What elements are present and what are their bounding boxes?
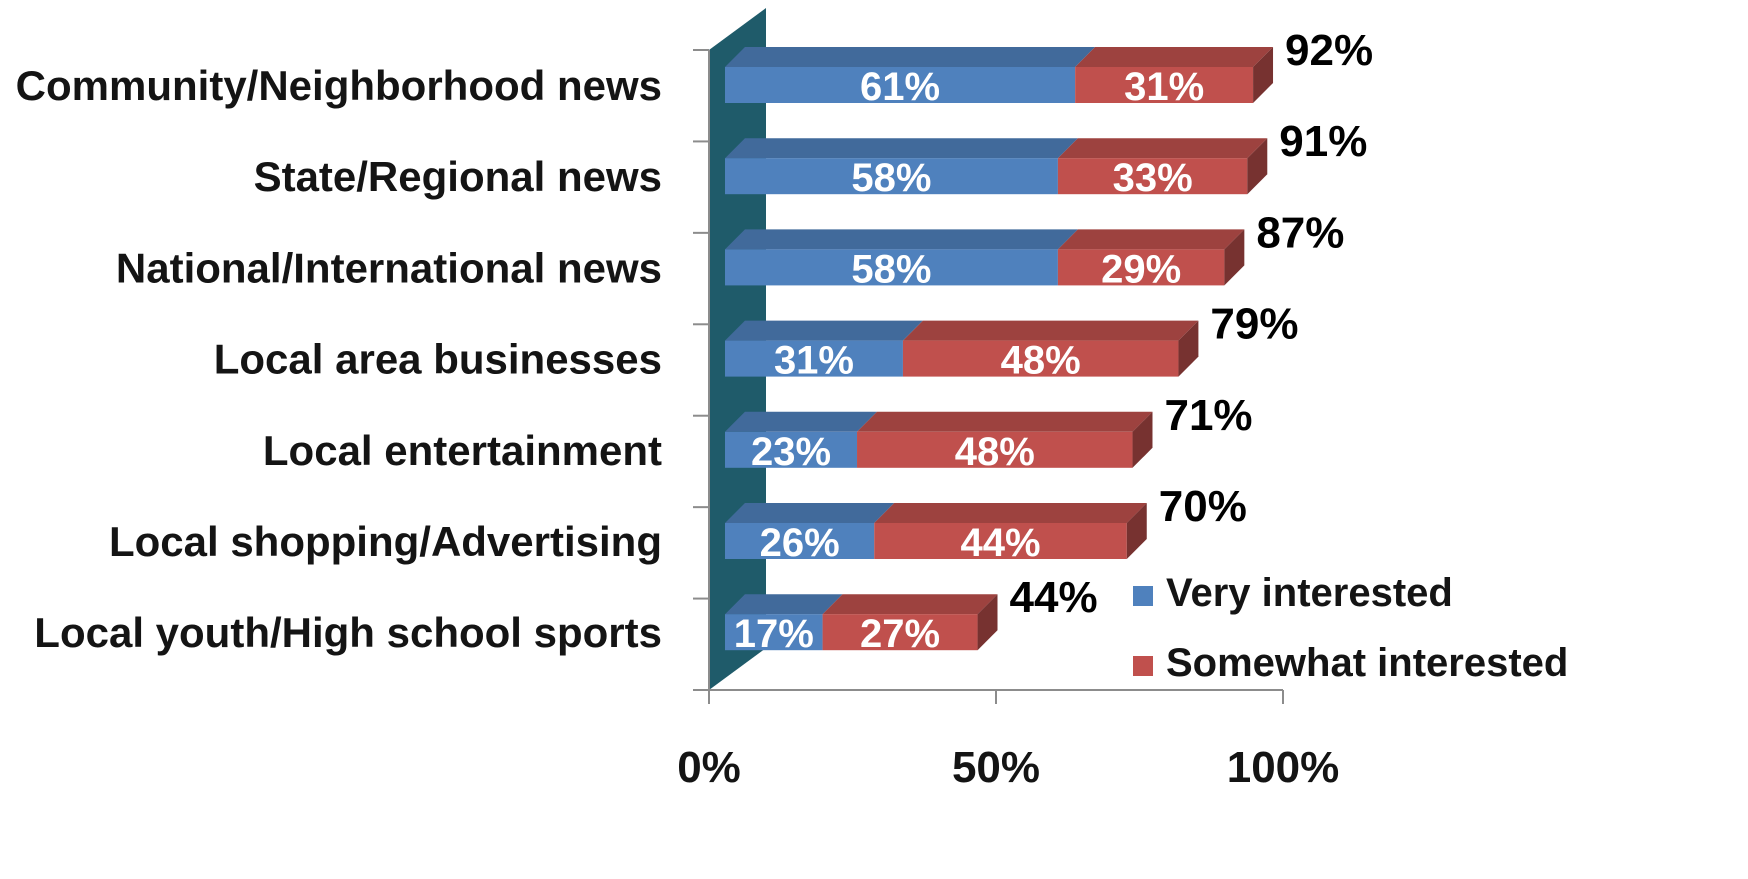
- data-label: 31%: [774, 339, 854, 383]
- data-label: 48%: [955, 430, 1035, 474]
- data-label: 33%: [1113, 156, 1193, 200]
- total-label: 79%: [1210, 300, 1298, 349]
- data-label: 29%: [1101, 247, 1181, 291]
- bar-group: 26% 44% 70%: [725, 482, 1247, 565]
- bar-segment: [725, 249, 1058, 286]
- bar-end-face: [1126, 503, 1147, 559]
- legend-swatch: [1133, 656, 1153, 676]
- total-label: 87%: [1256, 208, 1344, 257]
- bar-top-face: [857, 411, 1153, 432]
- bar-top-face: [725, 229, 1078, 250]
- bar-top-face: [725, 503, 895, 523]
- total-label: 44%: [1010, 573, 1098, 622]
- category-label: Local youth/High school sports: [34, 609, 662, 656]
- bar-segment: [857, 431, 1133, 468]
- bar-end-face: [1132, 411, 1153, 468]
- data-label: 26%: [760, 521, 840, 565]
- data-label: 58%: [851, 156, 931, 200]
- data-label: 61%: [860, 65, 940, 109]
- x-tick-label: 50%: [952, 743, 1040, 792]
- category-label: Local area businesses: [214, 336, 662, 383]
- bar-top-face: [1075, 47, 1274, 67]
- bar-segment: [725, 431, 858, 468]
- category-label: Local shopping/Advertising: [109, 518, 662, 565]
- bar-top-face: [725, 594, 843, 615]
- data-label: 17%: [734, 612, 814, 656]
- bar-top-face: [1057, 138, 1268, 159]
- bar-group: 17% 27% 44%: [725, 573, 1098, 656]
- bar-end-face: [1247, 138, 1268, 195]
- bar-group: 61% 31% 92%: [725, 26, 1373, 109]
- x-axis: 0% 50% 100%: [677, 49, 1340, 792]
- legend-label: Somewhat interested: [1166, 641, 1568, 685]
- bar-segment: [725, 158, 1058, 195]
- data-label: 44%: [960, 521, 1040, 565]
- bar-end-face: [977, 594, 998, 651]
- bar-segment: [1057, 249, 1225, 286]
- bar-top-face: [725, 320, 923, 341]
- bar-segment: [725, 67, 1076, 103]
- bar-segment: [725, 614, 823, 651]
- category-label: Local entertainment: [263, 427, 662, 474]
- data-label: 31%: [1124, 65, 1204, 109]
- category-label: National/International news: [116, 244, 662, 291]
- legend-swatch: [1133, 586, 1153, 606]
- bar-segment: [725, 523, 875, 559]
- data-label: 27%: [860, 612, 940, 656]
- total-label: 70%: [1159, 482, 1247, 531]
- bar-segment: [725, 340, 903, 377]
- bar-segment: [902, 340, 1179, 377]
- category-label: State/Regional news: [254, 153, 662, 200]
- bar-top-face: [874, 503, 1147, 523]
- total-label: 71%: [1164, 391, 1252, 440]
- data-label: 58%: [851, 247, 931, 291]
- bar-top-face: [725, 138, 1078, 159]
- bar-group: 58% 33% 91%: [725, 117, 1367, 200]
- bar-end-face: [1253, 47, 1274, 103]
- bar-top-face: [1057, 229, 1245, 250]
- bars: 61% 31% 92% 58% 33% 91% 58% 29% 87% 31% 48% 79% 23% 4…: [725, 26, 1373, 656]
- bar-end-face: [1224, 229, 1245, 286]
- bar-top-face: [725, 47, 1096, 67]
- bar-group: 58% 29% 87%: [725, 208, 1344, 291]
- x-tick-label: 0%: [677, 743, 741, 792]
- category-labels: Community/Neighborhood news State/Regiona…: [16, 62, 662, 656]
- legend-label: Very interested: [1166, 571, 1453, 615]
- x-tick-label: 100%: [1227, 743, 1340, 792]
- total-label: 92%: [1285, 26, 1373, 75]
- category-label: Community/Neighborhood news: [16, 62, 662, 109]
- bar-top-face: [822, 594, 998, 615]
- bar-end-face: [1178, 320, 1199, 377]
- bar-group: 23% 48% 71%: [725, 391, 1253, 474]
- bar-segment: [1057, 158, 1248, 195]
- bar-group: 31% 48% 79%: [725, 300, 1298, 383]
- bar-segment: [1075, 67, 1254, 103]
- data-label: 48%: [1001, 339, 1081, 383]
- bar-segment: [822, 614, 978, 651]
- bar-segment: [874, 523, 1127, 559]
- bar-top-face: [902, 320, 1199, 341]
- bar-top-face: [725, 411, 877, 432]
- total-label: 91%: [1279, 117, 1367, 166]
- data-label: 23%: [751, 430, 831, 474]
- legend: Very interested Somewhat interested: [1133, 571, 1568, 685]
